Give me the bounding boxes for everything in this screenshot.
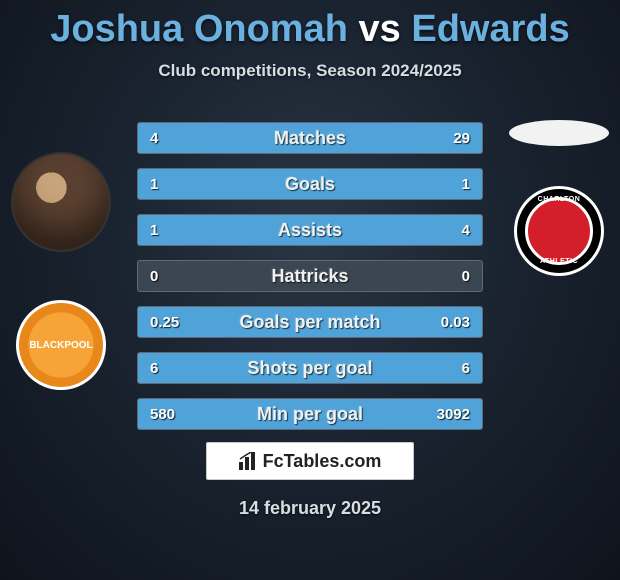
team1-name: BLACKPOOL xyxy=(29,340,92,351)
stat-value-left: 580 xyxy=(138,399,187,429)
date-text: 14 february 2025 xyxy=(0,498,620,519)
stat-row: Hattricks0 0 xyxy=(137,260,483,292)
stat-value-left: 1 xyxy=(138,169,170,199)
stat-label: Hattricks xyxy=(138,261,482,291)
stat-value-right: 3092 xyxy=(425,399,482,429)
chart-icon xyxy=(239,452,259,470)
stat-value-right: 4 xyxy=(450,215,482,245)
stat-row: Assists1 4 xyxy=(137,214,483,246)
player2-name: Edwards xyxy=(411,8,569,50)
page-title: Joshua Onomah vs Edwards xyxy=(0,0,620,51)
stat-label: Matches xyxy=(138,123,482,153)
player2-avatar-placeholder xyxy=(509,120,609,146)
team2-name-bot: ATHLETIC xyxy=(540,258,578,266)
player1-avatar xyxy=(11,152,111,252)
brand-logo: FcTables.com xyxy=(206,442,414,480)
stat-value-right: 29 xyxy=(441,123,482,153)
stat-row: Goals1 1 xyxy=(137,168,483,200)
brand-text: FcTables.com xyxy=(263,451,382,472)
subtitle: Club competitions, Season 2024/2025 xyxy=(0,61,620,81)
stat-value-left: 0.25 xyxy=(138,307,191,337)
stat-value-left: 1 xyxy=(138,215,170,245)
stat-value-right: 1 xyxy=(450,169,482,199)
stat-label: Goals xyxy=(138,169,482,199)
vs-text: vs xyxy=(359,8,401,50)
stat-value-right: 0.03 xyxy=(429,307,482,337)
stat-row: Matches4 29 xyxy=(137,122,483,154)
left-badges: BLACKPOOL xyxy=(6,152,116,390)
stat-value-left: 0 xyxy=(138,261,170,291)
team2-name-top: CHARLTON xyxy=(538,196,581,204)
stat-value-right: 6 xyxy=(450,353,482,383)
stat-value-left: 4 xyxy=(138,123,170,153)
team1-logo: BLACKPOOL xyxy=(16,300,106,390)
stat-row: Min per goal5803092 xyxy=(137,398,483,430)
stat-label: Shots per goal xyxy=(138,353,482,383)
stat-value-left: 6 xyxy=(138,353,170,383)
stat-label: Assists xyxy=(138,215,482,245)
right-badges: CHARLTON ATHLETIC xyxy=(504,120,614,276)
stat-row: Goals per match0.250.03 xyxy=(137,306,483,338)
stat-row: Shots per goal6 6 xyxy=(137,352,483,384)
team2-logo: CHARLTON ATHLETIC xyxy=(514,186,604,276)
player1-name: Joshua Onomah xyxy=(50,8,348,50)
stats-bars: Matches429Goals11Assists14Hattricks00Goa… xyxy=(137,122,483,444)
stat-value-right: 0 xyxy=(450,261,482,291)
